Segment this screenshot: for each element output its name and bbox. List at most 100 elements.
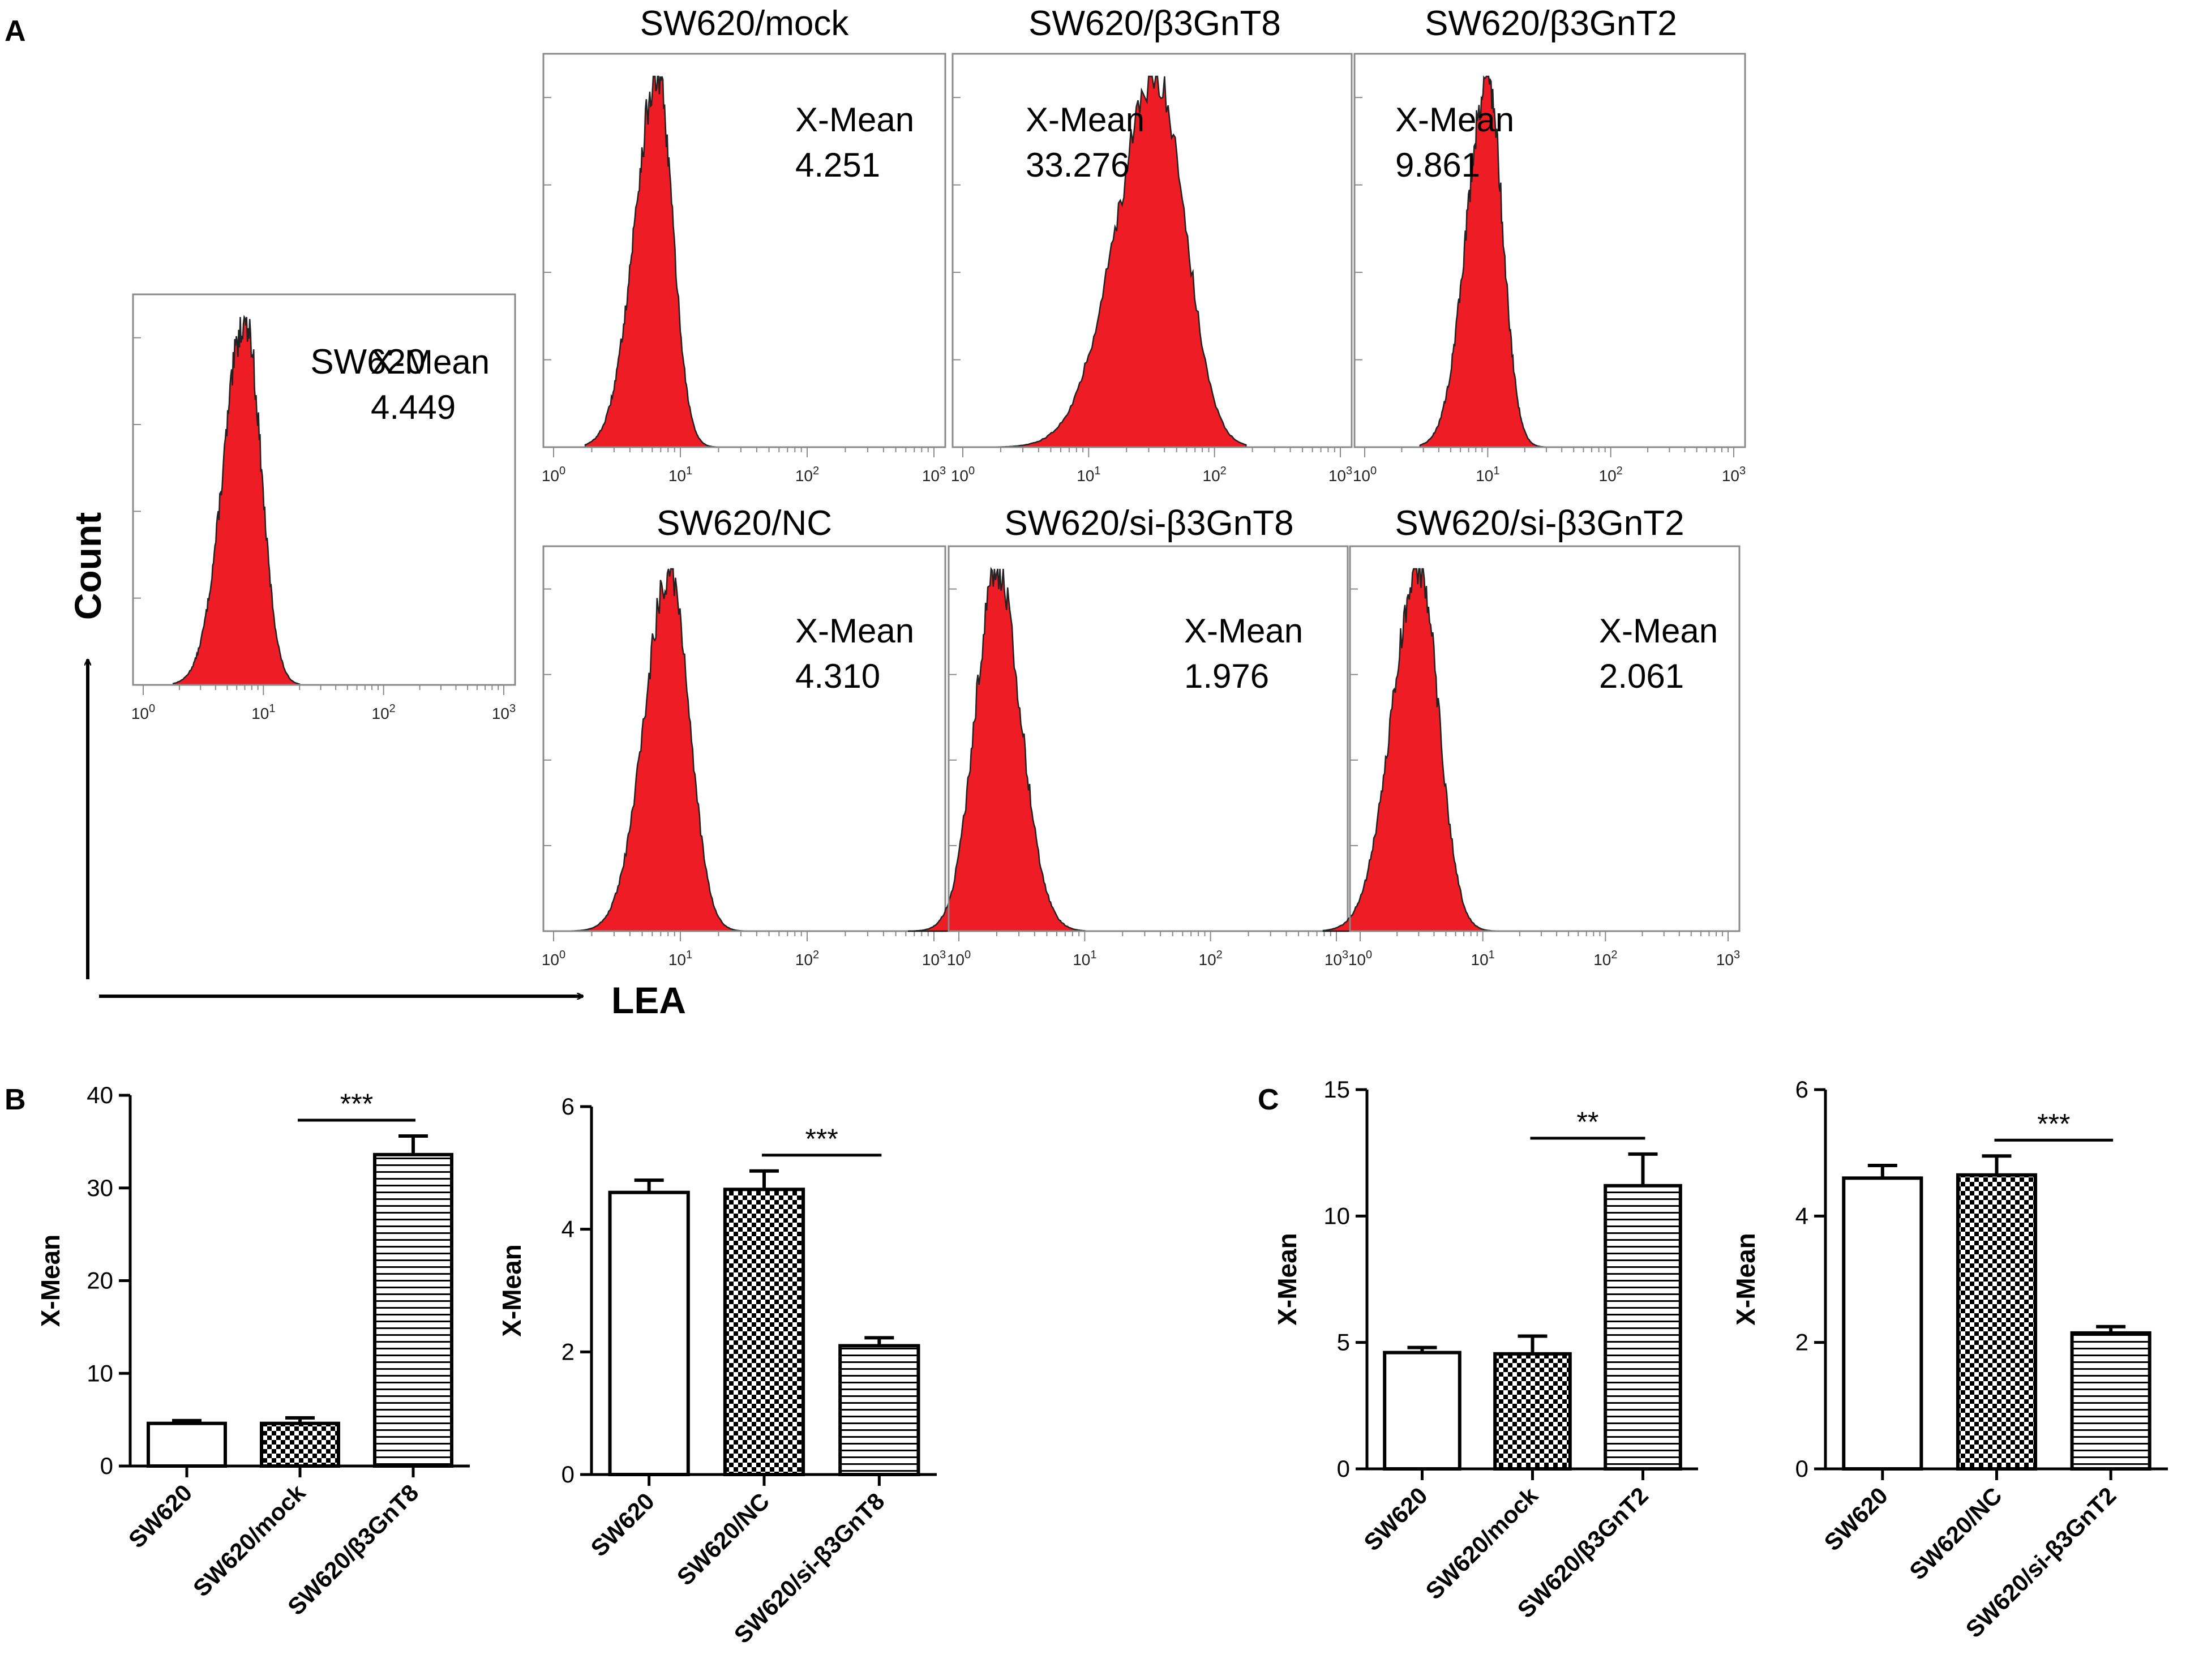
histogram-frame — [542, 545, 946, 932]
histogram-curve — [907, 567, 1086, 932]
histogram-title: SW620/β3GnT8 — [1028, 4, 1281, 43]
y-axis-label: X-Mean — [497, 1244, 526, 1337]
stat-value: 9.861 — [1395, 146, 1480, 184]
x-tick-label: 100 — [542, 949, 565, 968]
histogram-panel: SW620/β3GnT8 100 101 102 103 X-Mean 33.276 — [951, 4, 1353, 485]
x-tick-label: 100 — [1353, 465, 1377, 485]
histogram-frame — [948, 545, 1349, 932]
x-tick-label: 103 — [1722, 465, 1746, 485]
x-tick-label: 101 — [251, 702, 275, 722]
bar — [608, 1190, 690, 1477]
x-tick-label: 101 — [1476, 465, 1499, 485]
histogram-frame — [542, 53, 946, 448]
stat-value: 4.310 — [795, 657, 880, 695]
significance-label: ** — [1577, 1106, 1599, 1138]
bar — [838, 1344, 920, 1476]
y-axis-label: X-Mean — [1731, 1233, 1760, 1326]
stat-label: X-Mean — [795, 101, 914, 139]
stat-value: 1.976 — [1184, 657, 1269, 695]
x-tick-label: 100 — [542, 465, 565, 485]
histogram-curve — [565, 568, 751, 932]
x-tick-label: 102 — [1199, 949, 1223, 968]
x-tick-label: 101 — [1471, 949, 1495, 968]
y-tick-label: 10 — [87, 1360, 113, 1386]
histogram-panel: SW620/mock 100 101 102 103 X-Mean 4.251 — [542, 4, 946, 485]
histogram-title: SW620/mock — [640, 4, 850, 43]
y-axis-label: X-Mean — [1272, 1233, 1302, 1326]
x-tick-label: 103 — [1325, 949, 1348, 968]
histogram-title: SW620/β3GnT2 — [1425, 4, 1677, 43]
histogram-panel: SW620/NC 100 101 102 103 X-Mean 4.310 — [542, 504, 946, 968]
x-tick-label: 103 — [492, 702, 516, 722]
y-tick-label: 0 — [1795, 1455, 1808, 1482]
stat-value: 4.251 — [795, 146, 880, 184]
x-tick-label: 100 — [131, 702, 155, 722]
significance-label: *** — [340, 1088, 373, 1120]
x-tick-label: 100 — [951, 465, 975, 485]
bar-chart: 051015X-MeanSW620SW620/mockSW620/β3GnT2*… — [1272, 1076, 1698, 1623]
y-tick-label: 15 — [1323, 1076, 1350, 1103]
y-tick-label: 0 — [561, 1461, 575, 1488]
y-tick-label: 6 — [561, 1093, 575, 1120]
y-tick-label: 0 — [100, 1452, 113, 1479]
x-tick-label: SW620/NC — [1904, 1482, 2007, 1585]
histogram-frame — [1349, 545, 1741, 932]
stat-value: 4.449 — [371, 388, 456, 426]
bar — [2070, 1331, 2151, 1471]
x-tick-label: 102 — [1203, 465, 1227, 485]
stat-label: X-Mean — [1026, 101, 1145, 139]
histogram-title: SW620/NC — [657, 504, 832, 543]
bar — [1493, 1352, 1572, 1471]
y-tick-label: 10 — [1323, 1202, 1350, 1229]
histogram-curve — [584, 75, 725, 448]
histogram-panel: SW620/si-β3GnT2 100 101 102 103 X-Mean 2.061 — [1322, 504, 1741, 968]
y-tick-label: 0 — [1337, 1455, 1350, 1482]
y-tick-label: 20 — [87, 1267, 113, 1294]
lea-axis-label: LEA — [611, 979, 686, 1021]
y-axis-label: X-Mean — [36, 1235, 65, 1327]
histogram-curve — [1419, 75, 1550, 448]
histogram-curve — [172, 315, 301, 686]
y-tick-label: 6 — [1795, 1076, 1808, 1103]
bar — [723, 1188, 805, 1476]
x-tick-label: 102 — [795, 949, 819, 968]
bar — [1604, 1184, 1682, 1471]
x-tick-label: SW620 — [123, 1479, 198, 1553]
x-tick-label: 101 — [1077, 465, 1100, 485]
histogram-frame — [951, 53, 1353, 448]
bar — [1956, 1173, 2038, 1471]
histogram-title: SW620 — [310, 342, 425, 382]
count-axis-label: Count — [67, 512, 109, 620]
histogram-panel: SW620 100 101 102 103 X-Mean 4.449 — [131, 293, 516, 722]
x-tick-label: 103 — [1328, 465, 1352, 485]
bar — [1383, 1351, 1461, 1471]
panel-label-a: A — [5, 15, 26, 48]
y-tick-label: 40 — [87, 1082, 113, 1108]
y-tick-label: 5 — [1337, 1329, 1350, 1356]
histogram-title: SW620/si-β3GnT2 — [1395, 504, 1684, 543]
histogram-curve — [1322, 568, 1496, 932]
x-tick-label: 101 — [668, 465, 692, 485]
x-tick-label: 103 — [922, 465, 946, 485]
bar — [260, 1421, 340, 1468]
x-tick-label: 101 — [1073, 949, 1096, 968]
histogram-frame — [1353, 53, 1746, 448]
stat-label: X-Mean — [795, 612, 914, 650]
bar — [373, 1152, 453, 1468]
x-tick-label: 102 — [372, 702, 396, 722]
stat-value: 2.061 — [1599, 657, 1684, 695]
histogram-panel: SW620/si-β3GnT8 100 101 102 103 X-Mean 1.976 — [907, 504, 1349, 968]
stat-label: X-Mean — [1184, 612, 1303, 650]
x-tick-label: 101 — [668, 949, 692, 968]
x-tick-label: 103 — [1716, 949, 1740, 968]
histogram-title: SW620/si-β3GnT8 — [1004, 504, 1293, 543]
x-tick-label: 102 — [795, 465, 819, 485]
x-tick-label: SW620/mock — [1420, 1482, 1543, 1605]
stat-label: X-Mean — [371, 343, 490, 381]
x-tick-label: SW620 — [585, 1488, 659, 1562]
x-tick-label: SW620/mock — [188, 1479, 311, 1602]
x-tick-label: 102 — [1599, 465, 1623, 485]
